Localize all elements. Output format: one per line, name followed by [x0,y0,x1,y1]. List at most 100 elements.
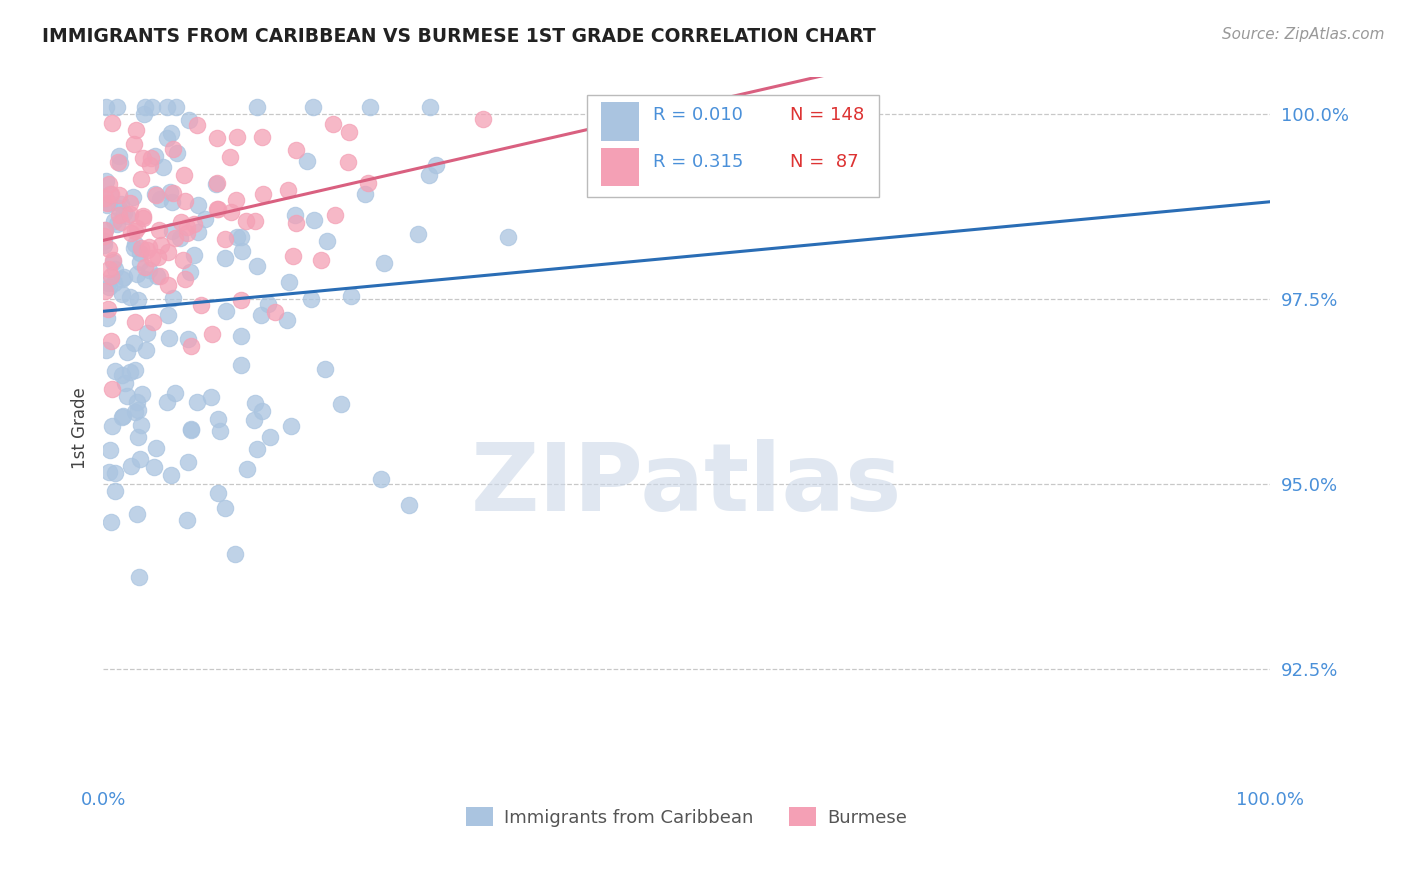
Point [180,422,202,436]
Y-axis label: 1st Grade: 1st Grade [72,388,89,469]
Text: IMMIGRANTS FROM CARIBBEAN VS BURMESE 1ST GRADE CORRELATION CHART: IMMIGRANTS FROM CARIBBEAN VS BURMESE 1ST… [42,27,876,45]
Point [179,265,201,279]
Point [398,498,420,512]
Point [127,403,149,417]
Point [135,243,157,257]
Point [134,272,156,286]
Point [205,202,228,217]
Point [121,190,143,204]
Point [145,442,167,456]
Point [97,277,120,291]
Point [173,168,195,182]
Point [128,570,150,584]
Point [98,443,121,458]
Point [187,198,209,212]
Point [177,455,200,469]
Point [103,214,125,228]
Point [314,362,336,376]
Point [149,269,172,284]
Point [107,154,129,169]
Point [276,313,298,327]
Point [252,187,274,202]
Point [114,376,136,390]
Point [183,217,205,231]
Point [165,100,187,114]
Point [124,241,146,255]
Point [219,204,242,219]
Point [205,177,228,191]
Point [205,130,228,145]
Point [207,412,229,426]
Point [157,245,180,260]
Point [94,284,117,298]
Point [225,193,247,207]
Point [304,213,326,227]
Point [156,277,179,292]
Point [100,334,122,348]
Point [110,215,132,229]
Point [104,483,127,498]
Point [180,339,202,353]
Point [235,213,257,227]
Point [100,186,122,201]
Point [112,409,135,424]
Point [246,259,269,273]
Point [295,153,318,168]
Text: R = 0.010: R = 0.010 [652,105,742,124]
Point [101,116,124,130]
Point [200,326,222,341]
Point [94,191,117,205]
Point [166,145,188,160]
Point [129,417,152,432]
Point [173,272,195,286]
Point [94,174,117,188]
Text: ZIPatlas: ZIPatlas [471,439,903,531]
Point [120,365,142,379]
Point [124,237,146,252]
Point [111,368,134,382]
Point [127,293,149,307]
Point [160,467,183,482]
Point [156,131,179,145]
Point [277,183,299,197]
Point [108,156,131,170]
Point [284,143,307,157]
Point [277,275,299,289]
Point [162,142,184,156]
Point [131,172,153,186]
Point [156,100,179,114]
Point [120,207,142,221]
Point [243,395,266,409]
Point [139,151,162,165]
Point [141,100,163,114]
Point [98,466,121,480]
Point [124,123,146,137]
Point [176,220,198,235]
Point [124,404,146,418]
Bar [602,148,638,186]
Point [235,462,257,476]
Point [97,302,120,317]
Legend: Immigrants from Caribbean, Burmese: Immigrants from Caribbean, Burmese [458,800,914,834]
Point [124,136,146,151]
FancyBboxPatch shape [588,95,879,197]
Point [496,230,519,244]
Point [229,230,252,244]
Text: Source: ZipAtlas.com: Source: ZipAtlas.com [1222,27,1385,42]
Point [93,234,115,248]
Point [97,195,120,210]
Point [135,326,157,340]
Point [131,387,153,401]
Point [149,238,172,252]
Point [132,151,155,165]
Point [96,100,118,114]
Point [128,255,150,269]
Point [354,187,377,202]
Point [159,331,181,345]
Point [104,467,127,481]
Point [406,227,429,241]
Point [373,256,395,270]
Point [165,231,187,245]
Point [174,194,197,209]
Point [111,287,134,301]
